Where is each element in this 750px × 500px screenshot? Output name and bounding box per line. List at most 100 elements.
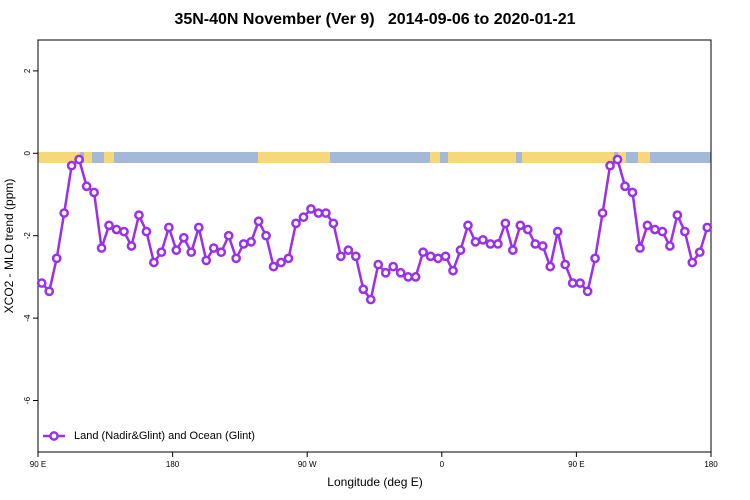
data-point [298, 212, 309, 223]
data-point [321, 208, 331, 218]
data-point [605, 160, 615, 171]
data-point [373, 259, 384, 270]
data-point [104, 220, 114, 231]
data-point [119, 226, 129, 237]
data-point [530, 239, 541, 249]
data-point [306, 204, 316, 214]
data-point [291, 218, 301, 229]
data-point [81, 181, 92, 192]
y-tick-label: -4 [23, 314, 32, 322]
land-strip [618, 152, 626, 163]
data-point [313, 208, 324, 218]
data-point [425, 251, 436, 262]
data-point [575, 278, 585, 288]
series-line [40, 157, 709, 303]
y-tick-label: -6 [23, 396, 32, 404]
x-tick-label: 180 [704, 460, 718, 469]
data-point [178, 232, 189, 243]
data-point [665, 241, 675, 251]
data-point [253, 216, 264, 227]
data-point [134, 210, 144, 220]
data-point [702, 222, 713, 233]
data-point [694, 247, 705, 258]
data-point [74, 154, 84, 165]
data-point [96, 243, 107, 253]
data-point [380, 267, 391, 278]
data-point [679, 226, 690, 237]
data-point [51, 253, 62, 264]
y-tick-label: 0 [23, 151, 32, 156]
data-point [66, 160, 77, 171]
land-strip [84, 152, 92, 163]
data-point [590, 253, 600, 264]
data-point [403, 272, 413, 282]
data-point [44, 286, 55, 297]
ocean-strip [38, 152, 711, 163]
data-point [246, 237, 256, 247]
data-point [358, 284, 369, 295]
x-tick-label: 90 E [568, 460, 584, 469]
data-point [463, 220, 473, 231]
data-point [283, 253, 294, 264]
data-point [627, 187, 638, 198]
data-point [448, 265, 458, 276]
land-strip [430, 152, 440, 163]
data-point [650, 224, 660, 235]
data-point [343, 245, 354, 255]
data-point [186, 247, 197, 258]
data-point [657, 226, 668, 237]
data-point [164, 222, 174, 233]
data-point [216, 247, 227, 258]
data-point [410, 272, 421, 282]
x-tick-label: 0 [440, 460, 445, 469]
data-point [201, 255, 212, 266]
data-point [36, 278, 47, 288]
data-point [365, 294, 376, 305]
data-point [433, 253, 443, 264]
data-point [545, 261, 556, 272]
data-point [268, 261, 279, 272]
data-point [582, 286, 593, 297]
data-point [470, 237, 481, 247]
data-point [597, 208, 608, 218]
data-point [672, 210, 683, 220]
data-point [350, 251, 361, 262]
data-point [388, 261, 399, 272]
data-point [507, 245, 518, 255]
data-point [231, 253, 242, 264]
data-point [642, 220, 653, 231]
legend-label: Land (Nadir&Glint) and Ocean (Glint) [74, 430, 255, 442]
data-point [687, 257, 698, 268]
data-point [522, 224, 533, 235]
data-point [208, 243, 219, 253]
data-point [567, 278, 578, 288]
data-point [193, 222, 204, 233]
data-point [126, 241, 137, 251]
data-point [223, 230, 234, 241]
data-point [89, 187, 99, 198]
data-point [171, 245, 182, 255]
data-point [612, 154, 623, 165]
legend: Land (Nadir&Glint) and Ocean (Glint) [43, 430, 255, 442]
data-point [276, 257, 286, 268]
data-point [418, 247, 428, 258]
data-point [328, 218, 339, 229]
x-tick-label: 180 [166, 460, 180, 469]
data-point [500, 218, 511, 229]
data-point [149, 257, 159, 268]
y-tick-label: -2 [23, 232, 32, 240]
x-tick-label: 90 E [30, 460, 46, 469]
plot-frame [37, 39, 712, 453]
land-strip [38, 152, 80, 163]
data-point [620, 181, 630, 192]
x-tick-label: 90 W [298, 460, 317, 469]
data-point [493, 239, 503, 249]
data-point [552, 226, 563, 237]
land-strip [104, 152, 114, 163]
x-axis-label: Longitude (deg E) [327, 475, 422, 489]
y-tick-label: 2 [23, 68, 32, 73]
data-point [238, 239, 249, 249]
surface-strip [38, 152, 711, 163]
data-point [440, 251, 451, 262]
